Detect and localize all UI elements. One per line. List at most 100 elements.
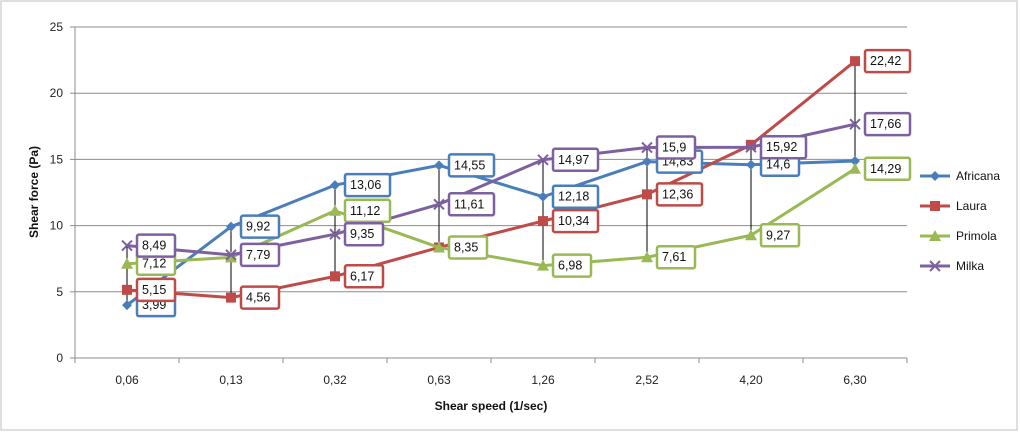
x-axis-title: Shear speed (1/sec) — [435, 399, 548, 413]
svg-text:5,15: 5,15 — [142, 283, 166, 297]
svg-text:14,6: 14,6 — [766, 158, 790, 172]
data-label-primola: 7,61 — [655, 244, 697, 270]
x-tick-label: 6,30 — [843, 373, 867, 387]
data-point-africana — [122, 300, 132, 311]
svg-text:14,55: 14,55 — [454, 158, 485, 172]
data-point-primola — [433, 241, 445, 253]
data-label-laura: 22,42 — [863, 48, 912, 74]
data-point-primola — [641, 251, 653, 263]
y-tick-label: 10 — [50, 219, 64, 233]
x-tick-label: 4,20 — [739, 373, 763, 387]
data-label-milka: 15,9 — [655, 135, 697, 160]
legend-item-primola: Primola — [920, 229, 997, 243]
y-tick-label: 25 — [50, 20, 64, 34]
data-point-africana — [434, 160, 444, 171]
data-label-laura: 4,56 — [239, 285, 281, 310]
svg-text:6,17: 6,17 — [350, 269, 374, 283]
data-label-laura: 5,15 — [135, 277, 177, 303]
svg-text:11,61: 11,61 — [454, 197, 484, 211]
data-label-laura: 10,34 — [551, 208, 600, 234]
data-label-primola: 8,35 — [447, 235, 489, 260]
data-label-milka: 17,66 — [863, 111, 912, 137]
data-point-africana — [226, 221, 236, 232]
data-point-milka — [745, 141, 757, 153]
svg-text:7,79: 7,79 — [246, 248, 270, 262]
data-label-primola: 14,29 — [863, 156, 912, 182]
legend-item-africana: Africana — [920, 169, 1000, 183]
svg-text:15,9: 15,9 — [662, 140, 686, 154]
y-tick-label: 20 — [50, 86, 64, 100]
svg-text:9,35: 9,35 — [350, 227, 374, 241]
legend-item-milka: Milka — [920, 259, 984, 273]
data-point-laura — [122, 284, 132, 295]
legend-item-laura: Laura — [920, 199, 987, 213]
data-label-africana: 13,06 — [343, 172, 392, 198]
data-label-milka: 15,92 — [759, 134, 808, 160]
data-label-milka: 14,97 — [551, 147, 600, 173]
data-label-africana: 12,18 — [551, 184, 600, 209]
svg-text:6,98: 6,98 — [558, 259, 582, 273]
data-point-laura — [538, 216, 548, 227]
x-tick-label: 0,06 — [115, 373, 139, 387]
data-point-laura — [642, 189, 652, 200]
svg-text:13,06: 13,06 — [350, 178, 381, 192]
data-point-africana — [642, 156, 652, 167]
legend-label: Primola — [956, 229, 997, 243]
legend-label: Laura — [956, 199, 987, 213]
svg-text:8,49: 8,49 — [142, 239, 166, 253]
data-point-milka — [433, 198, 445, 210]
data-label-laura: 12,36 — [655, 182, 704, 207]
legend-label: Milka — [956, 259, 984, 273]
data-point-primola — [745, 229, 757, 241]
data-label-primola: 9,27 — [759, 223, 801, 248]
svg-text:7,12: 7,12 — [142, 257, 166, 271]
svg-text:14,29: 14,29 — [870, 162, 901, 176]
data-point-laura — [330, 271, 340, 282]
data-point-primola — [329, 204, 341, 216]
svg-text:10,34: 10,34 — [558, 214, 589, 228]
data-point-laura — [850, 56, 860, 67]
y-tick-label: 0 — [56, 351, 63, 365]
svg-text:9,92: 9,92 — [246, 220, 270, 234]
y-tick-label: 15 — [50, 152, 64, 166]
x-tick-label: 0,13 — [219, 373, 243, 387]
x-tick-label: 0,63 — [427, 373, 451, 387]
data-label-milka: 11,61 — [447, 192, 496, 217]
data-point-africana — [330, 180, 340, 191]
data-point-primola — [225, 251, 237, 263]
svg-text:22,42: 22,42 — [870, 54, 901, 68]
data-point-primola — [849, 162, 861, 174]
x-tick-label: 1,26 — [531, 373, 555, 387]
data-label-milka: 8,49 — [135, 233, 177, 258]
data-point-primola — [537, 259, 549, 271]
data-point-primola — [121, 257, 133, 269]
svg-text:15,92: 15,92 — [766, 140, 797, 154]
legend: Africana Laura Primola Milka — [920, 169, 1000, 273]
data-label-milka: 7,79 — [239, 242, 281, 268]
y-tick-label: 5 — [56, 285, 63, 299]
data-label-laura: 6,17 — [343, 264, 385, 289]
svg-text:4,56: 4,56 — [246, 291, 270, 305]
data-point-africana — [850, 155, 860, 166]
data-point-africana — [538, 191, 548, 202]
data-point-laura — [226, 292, 236, 303]
data-point-milka — [329, 228, 341, 240]
svg-text:7,61: 7,61 — [662, 250, 686, 264]
axes: 0 5 10 15 20 25 0,06 0,13 0,32 0,63 1,26 2,52 4,20 6,… — [50, 20, 908, 387]
x-tick-label: 2,52 — [635, 373, 659, 387]
data-label-milka: 9,35 — [343, 221, 385, 247]
svg-text:12,36: 12,36 — [662, 187, 693, 201]
data-label-primola: 11,12 — [343, 198, 392, 224]
svg-text:12,18: 12,18 — [558, 190, 589, 204]
data-point-milka — [849, 118, 861, 130]
legend-label: Africana — [956, 169, 1000, 183]
y-axis-title: Shear force (Pa) — [27, 146, 41, 238]
svg-text:17,66: 17,66 — [870, 117, 901, 131]
data-point-laura — [746, 139, 756, 150]
data-point-milka — [121, 239, 133, 252]
data-label-africana: 14,55 — [447, 153, 496, 178]
svg-text:8,35: 8,35 — [454, 240, 478, 254]
svg-text:14,97: 14,97 — [558, 153, 589, 167]
